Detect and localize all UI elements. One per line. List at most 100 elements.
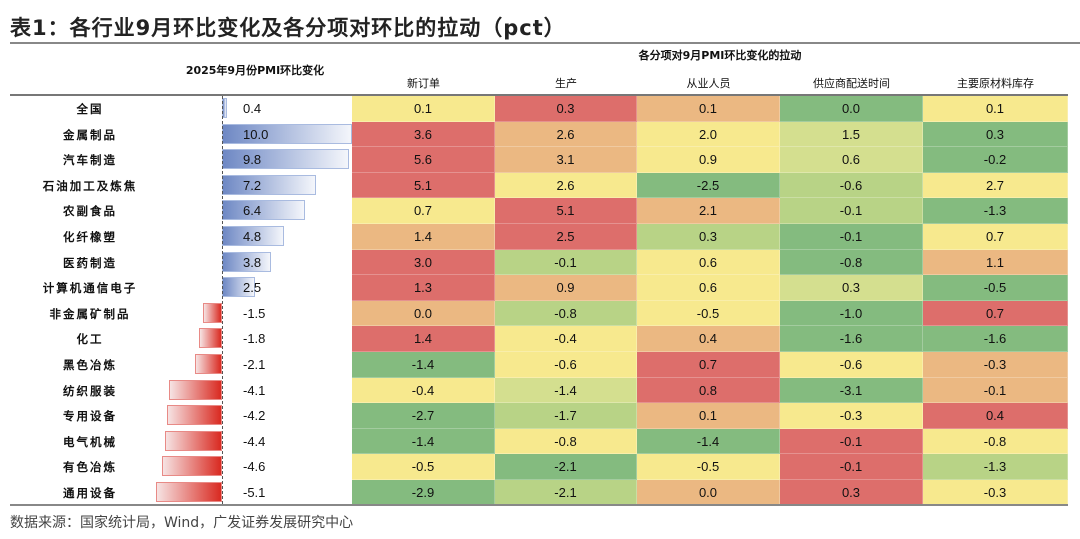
industry-label: 通用设备 — [63, 486, 117, 500]
table-row: 纺织服装 -4.1 -0.4 -1.4 0.8 -3.1 -0.1 — [0, 377, 1080, 404]
heatmap-cell: -1.0 — [780, 300, 923, 327]
heatmap-cell: 0.7 — [637, 352, 780, 378]
heatmap-cell: -1.4 — [352, 428, 495, 455]
heatmap-cell: -0.1 — [780, 454, 923, 480]
pmi-change-value: 0.4 — [243, 101, 262, 116]
table-row: 农副食品 6.4 0.7 5.1 2.1 -0.1 -1.3 — [0, 198, 1080, 224]
pmi-change-value: 3.8 — [243, 254, 262, 270]
pmi-change-value: 10.0 — [243, 126, 269, 142]
heatmap-cell: -0.2 — [923, 147, 1068, 173]
heatmap-cell: -1.4 — [637, 428, 780, 455]
table-row: 计算机通信电子 2.5 1.3 0.9 0.6 0.3 -0.5 — [0, 275, 1080, 301]
pmi-change-bar — [168, 379, 222, 400]
heatmap-cell: 0.1 — [637, 96, 780, 122]
pmi-change-value: 9.8 — [243, 152, 262, 168]
heatmap-cell: 2.0 — [637, 121, 780, 148]
bar-zero-axis — [222, 96, 223, 504]
heatmap-cell: -0.1 — [780, 224, 923, 250]
heatmap-cell: 1.3 — [352, 275, 495, 301]
heatmap-cell: -0.6 — [780, 172, 923, 199]
heatmap-cell: -0.5 — [352, 454, 495, 480]
pmi-change-value: -2.1 — [243, 357, 266, 372]
heatmap-cell: 0.9 — [495, 275, 637, 301]
industry-label: 汽车制造 — [63, 153, 117, 168]
heatmap-cell: 3.1 — [495, 147, 637, 173]
heatmap-cell: -0.4 — [352, 377, 495, 404]
heatmap-cell: -3.1 — [780, 377, 923, 404]
table-row: 通用设备 -5.1 -2.9 -2.1 0.0 0.3 -0.3 — [0, 480, 1080, 506]
heatmap-cell: 0.4 — [923, 403, 1068, 429]
heatmap-cell: -0.3 — [780, 403, 923, 429]
heatmap-cell: 0.0 — [352, 300, 495, 327]
column-header: 新订单 — [407, 77, 440, 90]
industry-label: 计算机通信电子 — [42, 281, 138, 296]
heatmap-cell: -2.9 — [352, 480, 495, 506]
table-row: 电气机械 -4.4 -1.4 -0.8 -1.4 -0.1 -0.8 — [0, 428, 1080, 455]
heatmap-cell: -0.5 — [923, 275, 1068, 301]
heatmap-cell: 0.7 — [923, 224, 1068, 250]
header-divider — [10, 94, 1068, 96]
table-row: 金属制品 10.0 3.6 2.6 2.0 1.5 0.3 — [0, 121, 1080, 148]
table-row: 黑色冶炼 -2.1 -1.4 -0.6 0.7 -0.6 -0.3 — [0, 352, 1080, 378]
table-row: 医药制造 3.8 3.0 -0.1 0.6 -0.8 1.1 — [0, 249, 1080, 276]
heatmap-cell: -0.1 — [780, 198, 923, 224]
table-row: 有色冶炼 -4.6 -0.5 -2.1 -0.5 -0.1 -1.3 — [0, 454, 1080, 480]
heatmap-cell: -0.3 — [923, 480, 1068, 506]
heatmap-cell: 0.1 — [352, 96, 495, 122]
heatmap-cell: 2.6 — [495, 172, 637, 199]
pmi-change-header: 2025年9月份PMI环比变化 — [185, 64, 325, 77]
heatmap-cell: -0.8 — [780, 249, 923, 276]
table-row: 非金属矿制品 -1.5 0.0 -0.8 -0.5 -1.0 0.7 — [0, 300, 1080, 327]
heatmap-cell: 0.9 — [637, 147, 780, 173]
pmi-change-value: 6.4 — [243, 203, 262, 219]
industry-label: 黑色冶炼 — [63, 358, 117, 372]
pmi-change-bar — [155, 482, 222, 502]
pmi-change-bar — [194, 354, 222, 374]
heatmap-cell: 0.6 — [637, 275, 780, 301]
industry-label: 专用设备 — [63, 409, 117, 424]
heatmap-cell: -1.7 — [495, 403, 637, 429]
heatmap-cell: -1.3 — [923, 198, 1068, 224]
industry-label: 农副食品 — [63, 204, 117, 219]
heatmap-cell: 0.3 — [923, 121, 1068, 148]
heatmap-cell: 0.6 — [780, 147, 923, 173]
pmi-change-bar — [222, 149, 350, 170]
heatmap-cell: -0.3 — [923, 352, 1068, 378]
heatmap-cell: -2.5 — [637, 172, 780, 199]
heatmap-cell: -2.7 — [352, 403, 495, 429]
pmi-change-bar — [162, 456, 222, 477]
heatmap-cell: 0.0 — [780, 96, 923, 122]
heatmap-cell: 1.5 — [780, 121, 923, 148]
industry-label: 化工 — [76, 332, 104, 347]
heatmap-cell: 3.6 — [352, 121, 495, 148]
heatmap-cell: 1.4 — [352, 224, 495, 250]
heatmap-cell: 0.1 — [923, 96, 1068, 122]
column-header: 生产 — [555, 77, 577, 90]
heatmap-cell: 5.1 — [495, 198, 637, 224]
pmi-change-value: 2.5 — [243, 280, 262, 296]
data-source: 数据来源：国家统计局，Wind，广发证券发展研究中心 — [10, 515, 354, 531]
pmi-change-bar — [222, 123, 352, 144]
heatmap-cell: 0.3 — [495, 96, 637, 122]
table-row: 石油加工及炼焦 7.2 5.1 2.6 -2.5 -0.6 2.7 — [0, 172, 1080, 199]
heatmap-cell: 5.6 — [352, 147, 495, 173]
heatmap-cell: 0.3 — [780, 275, 923, 301]
table-row: 汽车制造 9.8 5.6 3.1 0.9 0.6 -0.2 — [0, 147, 1080, 173]
heatmap-cell: -0.1 — [495, 249, 637, 276]
heatmap-cell: 1.4 — [352, 326, 495, 352]
heatmap-cell: -1.4 — [495, 377, 637, 404]
industry-label: 石油加工及炼焦 — [42, 178, 138, 193]
table-row: 专用设备 -4.2 -2.7 -1.7 0.1 -0.3 0.4 — [0, 403, 1080, 429]
pmi-change-bar — [202, 302, 222, 323]
table-row: 全国 0.4 0.1 0.3 0.1 0.0 0.1 — [0, 96, 1080, 122]
heatmap-cell: 0.7 — [352, 198, 495, 224]
industry-label: 金属制品 — [63, 127, 117, 142]
heatmap-cell: 2.5 — [495, 224, 637, 250]
pmi-change-bar — [198, 328, 222, 349]
industry-label: 全国 — [76, 102, 104, 116]
pmi-change-value: -1.5 — [243, 305, 266, 321]
heatmap-cell: 5.1 — [352, 172, 495, 199]
heatmap-cell: -0.8 — [923, 428, 1068, 455]
industry-label: 医药制造 — [63, 255, 117, 270]
pmi-change-value: -1.8 — [243, 331, 266, 347]
